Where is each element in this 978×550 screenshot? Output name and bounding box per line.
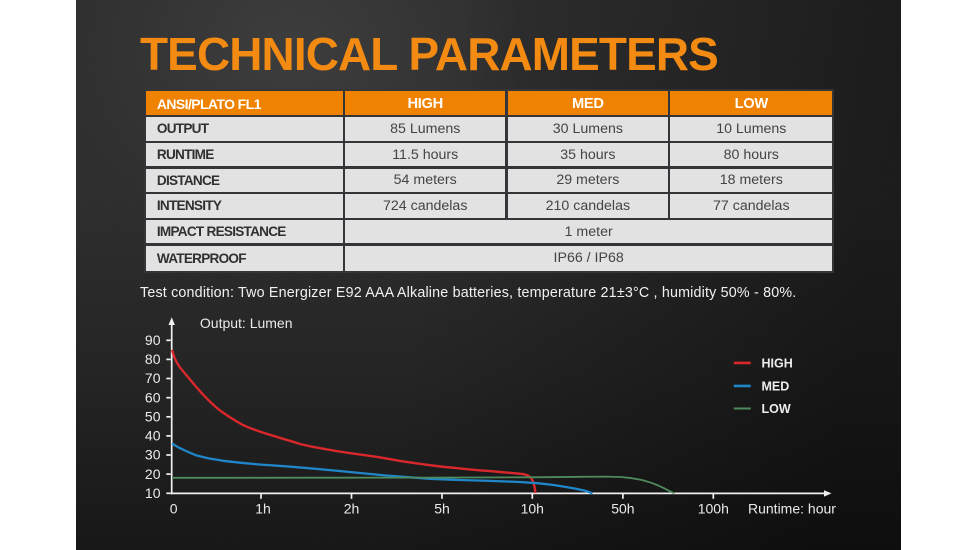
svg-text:1h: 1h [255,501,271,517]
svg-text:LOW: LOW [762,402,791,416]
svg-text:20: 20 [145,466,161,482]
svg-text:5h: 5h [434,501,450,517]
svg-text:50h: 50h [611,501,634,517]
svg-text:MED: MED [762,380,790,394]
svg-text:10h: 10h [521,501,544,517]
svg-text:10: 10 [145,485,161,501]
svg-text:100h: 100h [698,501,729,517]
svg-text:Output: Lumen: Output: Lumen [200,315,293,331]
svg-text:30: 30 [145,447,161,463]
svg-text:HIGH: HIGH [762,357,793,371]
svg-text:60: 60 [145,389,161,405]
svg-text:2h: 2h [344,501,360,517]
svg-text:70: 70 [145,370,161,386]
svg-text:Runtime: hour: Runtime: hour [748,501,836,517]
svg-text:80: 80 [145,351,161,367]
svg-text:0: 0 [170,501,178,517]
svg-text:90: 90 [145,332,161,348]
svg-text:40: 40 [145,428,161,444]
svg-text:50: 50 [145,409,161,425]
